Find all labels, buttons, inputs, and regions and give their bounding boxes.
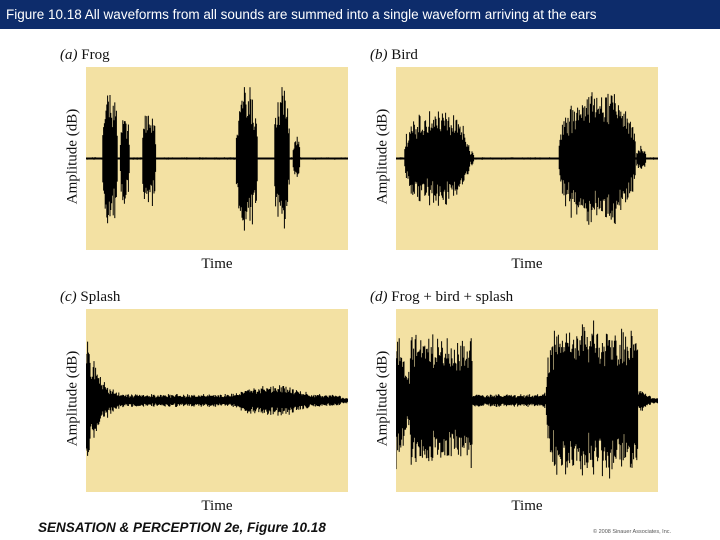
waveform-trace <box>86 341 348 456</box>
panel-splash: (c) Splash Amplitude (dB) Time <box>60 289 360 529</box>
y-axis-label: Amplitude (dB) <box>64 108 81 205</box>
x-axis-label: Time <box>511 256 543 272</box>
figure-source: SENSATION & PERCEPTION 2e, Figure 10.18 <box>38 520 326 535</box>
x-axis-label: Time <box>511 498 543 514</box>
panel-letter: (a) <box>60 47 78 63</box>
x-axis-label: Time <box>201 498 233 514</box>
y-axis-label: Amplitude (dB) <box>374 108 391 205</box>
panel-name: Frog + bird + splash <box>391 289 514 305</box>
panel-bird: (b) Bird Amplitude (dB) Time <box>370 47 670 287</box>
panel-label: (d) Frog + bird + splash <box>370 289 513 306</box>
panel-letter: (d) <box>370 289 388 305</box>
panel-label: (b) Bird <box>370 47 418 64</box>
waveform-path <box>86 341 348 456</box>
waveform-trace <box>396 92 658 225</box>
waveform-plot <box>396 67 658 250</box>
slide-title: Figure 10.18 All waveforms from all soun… <box>0 0 720 29</box>
panel-label: (c) Splash <box>60 289 120 306</box>
panel-frog: (a) Frog Amplitude (dB) Time <box>60 47 360 287</box>
y-axis-label: Amplitude (dB) <box>64 350 81 447</box>
panel-name: Splash <box>80 289 121 305</box>
panel-label: (a) Frog <box>60 47 110 64</box>
copyright-notice: © 2008 Sinauer Associates, Inc. <box>593 529 672 535</box>
waveform-plot <box>86 67 348 250</box>
panel-letter: (b) <box>370 47 388 63</box>
panel-letter: (c) <box>60 289 77 305</box>
y-axis-label: Amplitude (dB) <box>374 350 391 447</box>
waveform-trace <box>396 320 658 479</box>
panel-name: Frog <box>81 47 110 63</box>
waveform-svg <box>86 341 348 456</box>
waveform-trace <box>86 87 348 231</box>
panel-combined: (d) Frog + bird + splash Amplitude (dB) … <box>370 289 670 529</box>
panel-name: Bird <box>391 47 418 63</box>
waveform-svg <box>396 320 658 479</box>
waveform-svg <box>396 92 658 225</box>
x-axis-label: Time <box>201 256 233 272</box>
waveform-plot <box>396 309 658 492</box>
waveform-plot <box>86 309 348 492</box>
waveform-svg <box>86 87 348 231</box>
